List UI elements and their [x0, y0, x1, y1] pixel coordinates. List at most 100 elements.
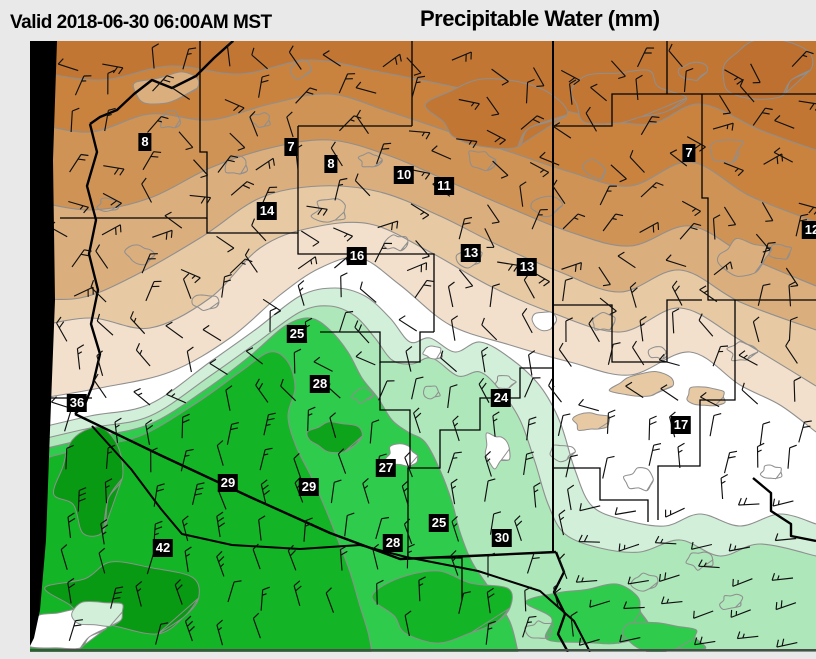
wind-barb — [330, 479, 342, 504]
wind-barb — [793, 376, 802, 402]
wind-barb — [492, 160, 509, 179]
wind-barb — [668, 43, 683, 68]
wind-barb — [90, 280, 107, 303]
wind-barb — [217, 155, 239, 173]
wind-barb — [720, 473, 728, 500]
pw-contour-line — [30, 139, 816, 287]
county-boundary-line — [553, 299, 702, 363]
wind-barb — [772, 498, 794, 507]
wind-barb — [578, 534, 600, 543]
wind-barb — [617, 251, 636, 269]
wind-barb — [406, 262, 428, 273]
terrain-contour-squiggle — [622, 467, 654, 492]
wind-barb — [736, 631, 759, 640]
wind-barb — [401, 480, 409, 507]
pw-fill-blob — [572, 412, 611, 431]
wind-barb — [750, 63, 761, 84]
wind-barb — [374, 242, 393, 263]
wind-barb — [100, 519, 109, 545]
wind-barb — [562, 213, 586, 230]
state-border-line — [91, 425, 407, 558]
wind-barb — [694, 636, 716, 646]
wind-barb — [724, 69, 744, 85]
wind-barb — [95, 244, 109, 269]
wind-barb — [525, 78, 535, 104]
wind-barb — [640, 182, 664, 198]
wind-barb — [598, 266, 611, 287]
wind-barb — [636, 47, 655, 68]
wind-barb — [795, 213, 809, 237]
wind-barb — [588, 317, 600, 343]
wind-barb — [104, 478, 113, 504]
county-boundary-line — [701, 94, 816, 301]
wind-barb — [104, 107, 116, 132]
wind-barb — [69, 153, 89, 173]
wind-barb — [376, 579, 384, 605]
wind-barb — [606, 409, 616, 434]
wind-barb — [226, 41, 235, 67]
wind-barb — [216, 440, 224, 466]
wind-barb — [65, 444, 74, 470]
domain-edge-mask — [30, 41, 57, 646]
wind-barb — [338, 310, 354, 333]
wind-barb — [690, 541, 713, 550]
wind-barb — [771, 573, 794, 581]
wind-barb — [723, 206, 737, 227]
wind-barb — [755, 233, 771, 253]
wind-barb — [485, 620, 496, 645]
wind-barb — [102, 192, 122, 209]
wind-barb — [105, 444, 116, 469]
wind-barb — [286, 111, 294, 138]
wind-barb — [791, 50, 814, 67]
wind-barb — [224, 98, 245, 114]
wind-barb — [602, 455, 615, 479]
wind-barb — [260, 479, 270, 505]
county-boundary-line — [553, 93, 667, 127]
wind-barb — [57, 58, 79, 72]
wind-barb — [325, 587, 335, 613]
wind-barb — [712, 345, 729, 367]
pw-fill-blob — [608, 371, 675, 397]
wind-barb — [519, 181, 527, 207]
pw-fill-blob — [484, 432, 511, 470]
wind-barb — [599, 185, 617, 206]
wind-barb — [640, 116, 660, 136]
wind-barb — [67, 512, 76, 538]
wind-barb — [71, 249, 92, 268]
wind-barb — [182, 47, 197, 70]
pw-fill-blob — [306, 421, 363, 454]
wind-barb — [759, 421, 771, 445]
wind-barb — [558, 509, 566, 536]
wind-barb — [752, 316, 760, 343]
wind-barb — [413, 407, 422, 434]
terrain-contour-squiggle — [709, 139, 744, 164]
wind-barb — [761, 202, 774, 222]
wind-barb — [487, 552, 496, 578]
wind-barb — [773, 147, 793, 163]
wind-barb — [230, 181, 255, 196]
pw-fill-blob — [717, 237, 773, 277]
wind-barb — [404, 610, 412, 637]
wind-barb — [760, 241, 776, 264]
terrain-contour-squiggle — [468, 150, 497, 172]
wind-barb — [737, 497, 760, 506]
state-border-line — [89, 41, 234, 125]
wind-barb — [712, 214, 721, 240]
wind-barb — [569, 79, 577, 105]
wind-barb — [344, 512, 355, 537]
wind-barb — [56, 316, 68, 342]
terrain-contour-squiggle — [289, 59, 312, 80]
wind-barb — [458, 269, 474, 289]
wind-barb — [456, 138, 478, 149]
wind-barb — [785, 267, 799, 288]
wind-barb — [635, 74, 643, 101]
wind-barb — [259, 447, 273, 471]
wind-barb — [665, 254, 687, 268]
wind-barb — [452, 415, 460, 442]
wind-barb — [671, 280, 683, 306]
terrain-contour-squiggle — [383, 234, 409, 252]
wind-barb — [135, 580, 143, 607]
wind-barb — [68, 200, 89, 214]
